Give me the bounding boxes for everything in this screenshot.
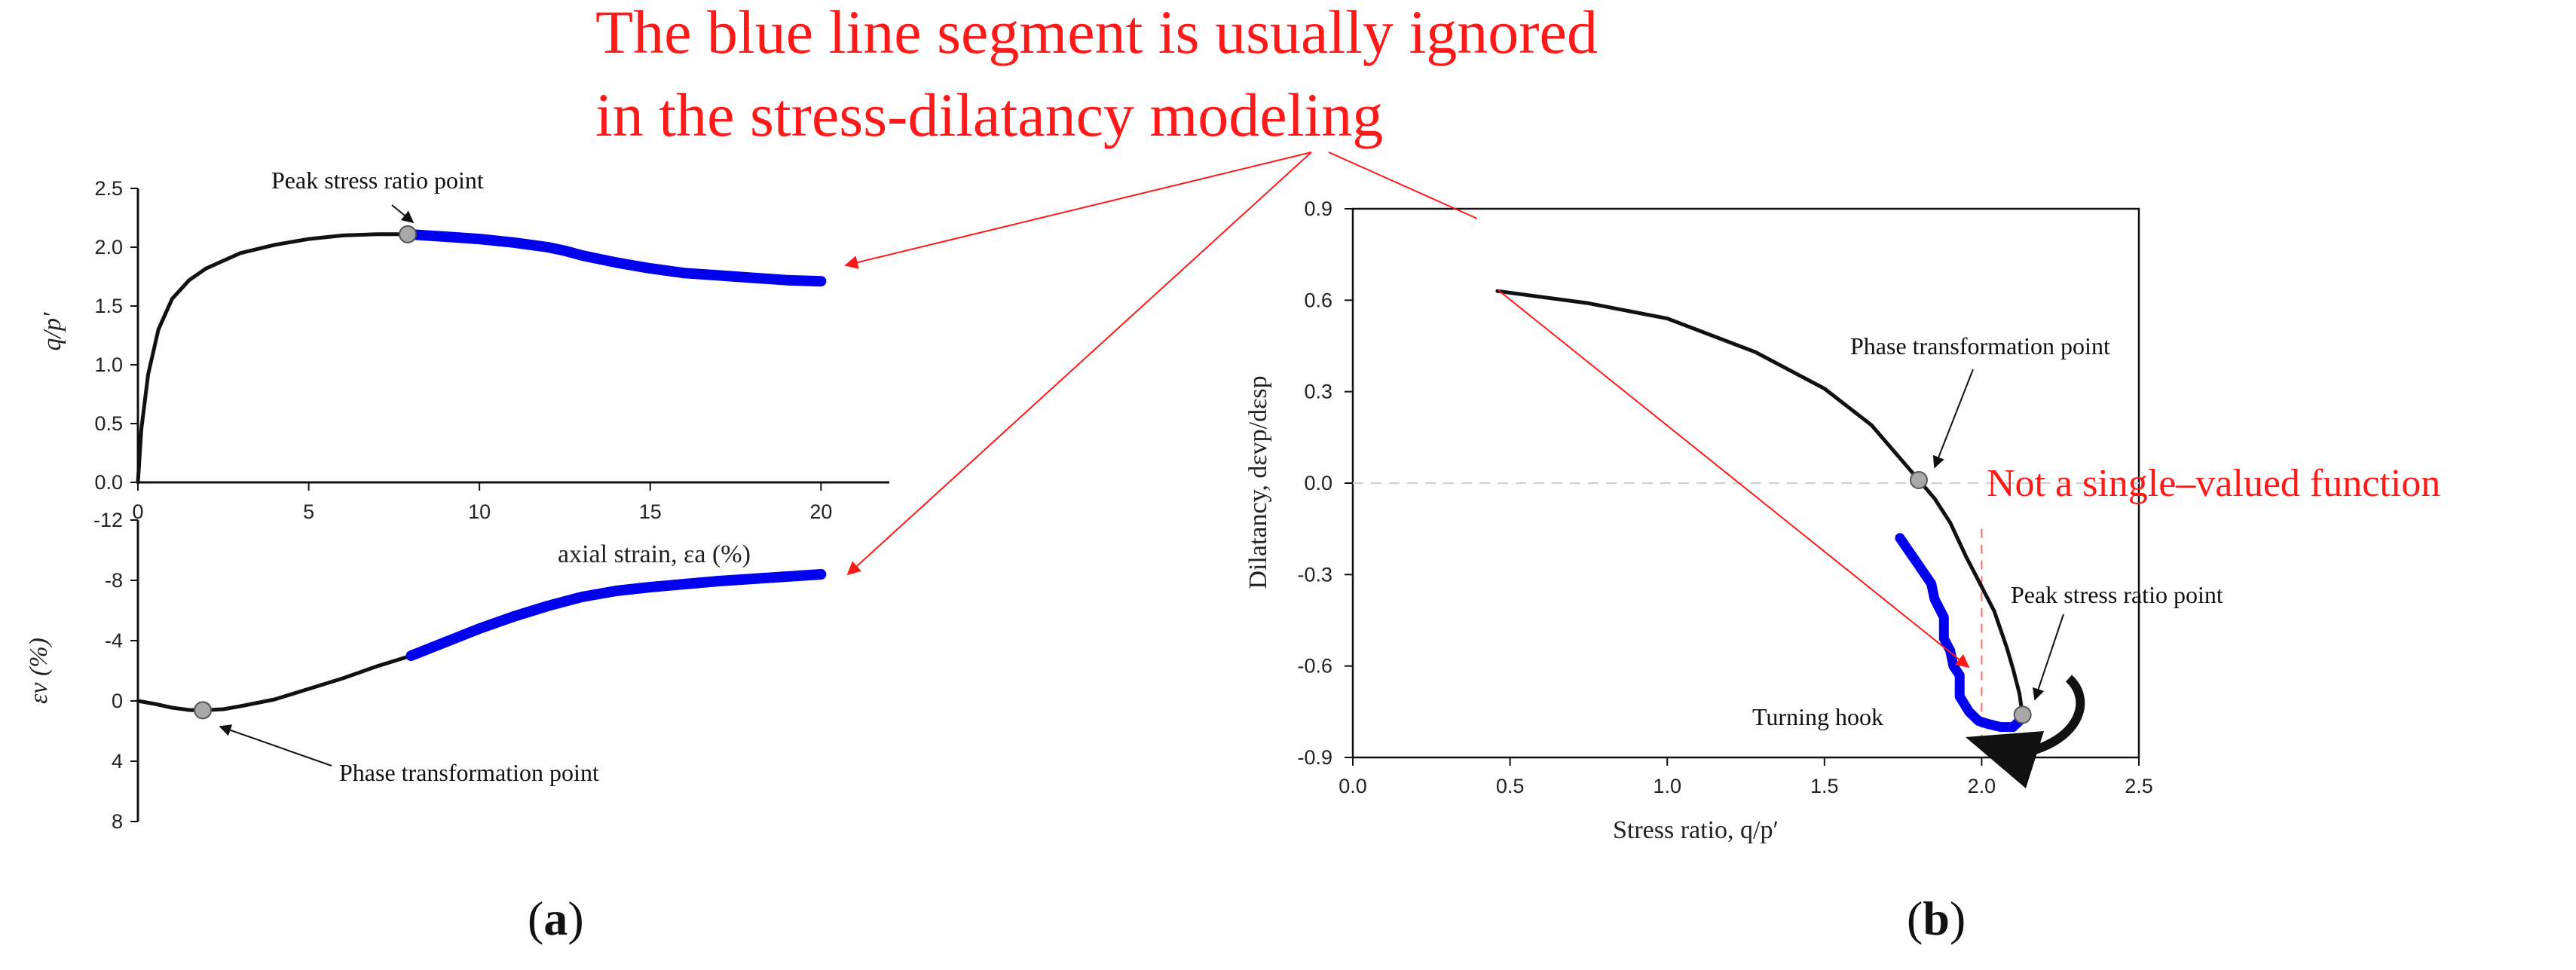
a-bottom-ytick-label: -4 (105, 629, 123, 652)
data-marker-0 (194, 701, 213, 720)
b-ylabel: Dilatancy, dεvp/dεsp (1244, 375, 1272, 589)
series-blue-line (1895, 533, 2024, 733)
chart-b: -0.9 -0.6 -0.3 0.0 0.3 0.6 0.9 0.0 0.5 1.0 1.5 2.0 2… (1244, 197, 2440, 844)
connector-to-b-curve (1498, 289, 1970, 669)
b-ytick-label: 0.0 (1304, 472, 1332, 494)
a-top-ytick-label: 1.5 (94, 295, 123, 317)
data-marker-0 (399, 225, 418, 243)
turning-hook-arrow-body (2018, 675, 2085, 758)
chart-a-bottom: -12 -8 -4 0 4 8 εv (%) Phase transformation p… (25, 509, 827, 833)
b-xtick-label: 0.0 (1338, 775, 1367, 797)
a-top-ytick-label: 2.5 (94, 177, 123, 200)
connector-to-b-top (1328, 151, 1478, 219)
b-xtick-label: 1.5 (1810, 775, 1839, 797)
a-bottom-ytick-label: -8 (105, 569, 123, 592)
a-top-xtick-label: 20 (809, 500, 832, 523)
b-ytick-label: -0.6 (1297, 655, 1332, 678)
a-top-xtick-label: 15 (639, 500, 662, 523)
panel-a-letter: a (543, 892, 568, 945)
headline-line2: in the stress-dilatancy modeling (595, 81, 1383, 149)
data-marker-0 (1909, 470, 1928, 489)
a-bottom-ylabel: εv (%) (25, 638, 53, 704)
peak-a-label: Peak stress ratio point (271, 167, 484, 194)
series-blue-line (405, 569, 827, 661)
a-bottom-ytick-label: -12 (93, 509, 123, 531)
panel-label-b: (b) (1907, 892, 1966, 945)
turning-hook-arrow-head (1966, 731, 2044, 788)
a-bottom-ytick-label: 4 (112, 750, 123, 773)
peak-b-label: Peak stress ratio point (2011, 581, 2223, 608)
phase-a-label: Phase transformation point (339, 759, 599, 786)
b-xtick-label: 1.0 (1653, 775, 1681, 797)
b-ytick-label: 0.3 (1304, 381, 1332, 403)
phase-b-arrow (1932, 369, 1974, 469)
a-top-xtick-label: 10 (468, 500, 491, 523)
b-ytick-label: -0.9 (1297, 746, 1332, 769)
b-ytick-label: 0.6 (1304, 289, 1332, 311)
a-top-xlabel: axial strain, εa (%) (558, 540, 751, 568)
b-xtick-label: 0.5 (1496, 775, 1525, 797)
connector-to-a-bottom (846, 151, 1312, 576)
series-black-line (136, 232, 410, 485)
a-top-ytick-label: 0.0 (94, 471, 123, 494)
b-xtick-label: 2.0 (1968, 775, 1996, 797)
b-xlabel: Stress ratio, q/p′ (1613, 816, 1779, 844)
a-top-xtick-label: 0 (132, 500, 143, 523)
panel-label-a: (a) (528, 892, 584, 945)
peak-b-arrow (2033, 614, 2064, 701)
a-top-ytick-label: 2.0 (94, 236, 123, 259)
a-top-ylabel: q/p′ (38, 312, 66, 350)
b-ytick-label: -0.3 (1297, 563, 1332, 586)
chart-a-top: 0.0 0.5 1.0 1.5 2.0 2.5 0 5 10 15 20 q/p′ axial st… (38, 167, 889, 568)
not-single-label: Not a single–valued function (1987, 462, 2440, 505)
series-blue-line (402, 228, 827, 287)
a-bottom-ytick-label: 8 (112, 810, 123, 833)
b-ytick-label: 0.9 (1304, 197, 1332, 220)
peak-a-arrow (391, 204, 415, 224)
a-top-xtick-label: 5 (303, 500, 314, 523)
phase-b-label: Phase transformation point (1850, 332, 2110, 360)
panel-b-letter: b (1923, 892, 1950, 945)
connector-to-a-top (844, 151, 1312, 269)
data-marker-1 (2013, 705, 2032, 724)
headline-connectors (844, 151, 1970, 669)
turning-hook-label: Turning hook (1752, 703, 1883, 730)
phase-a-arrow (219, 724, 332, 767)
b-xtick-label: 2.5 (2125, 775, 2153, 797)
headline-line1: The blue line segment is usually ignored (595, 0, 1598, 66)
a-bottom-ytick-label: 0 (112, 690, 123, 712)
a-top-ytick-label: 1.0 (94, 353, 123, 376)
series-black-line (1495, 289, 2025, 717)
series-black-line (136, 653, 413, 712)
a-top-ytick-label: 0.5 (94, 412, 123, 435)
